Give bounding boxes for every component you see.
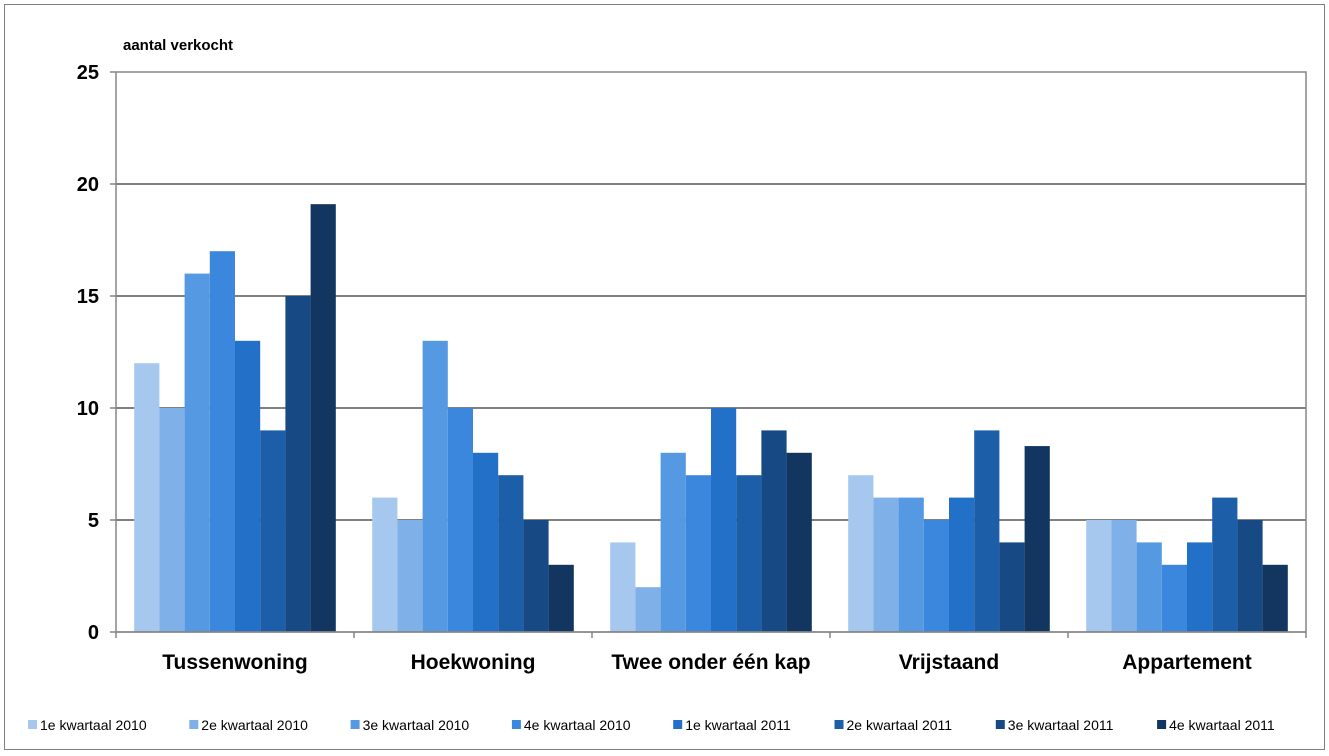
legend: 1e kwartaal 2010 2e kwartaal 2010 3e kwart… bbox=[28, 717, 1275, 733]
x-tick-label: Appartement bbox=[1122, 651, 1252, 674]
bar bbox=[134, 363, 160, 632]
bar bbox=[523, 520, 549, 632]
bar bbox=[736, 475, 762, 632]
bar bbox=[1237, 520, 1263, 632]
bar bbox=[1212, 497, 1238, 632]
legend-label: 4e kwartaal 2010 bbox=[524, 717, 631, 733]
bar bbox=[923, 520, 949, 632]
legend-swatch bbox=[28, 720, 37, 729]
bar bbox=[786, 452, 812, 632]
bar bbox=[209, 251, 235, 632]
bar bbox=[473, 452, 499, 632]
legend-label: 2e kwartaal 2011 bbox=[847, 717, 953, 733]
bar bbox=[1187, 542, 1213, 632]
bar bbox=[610, 542, 636, 632]
legend-label: 1e kwartaal 2010 bbox=[40, 717, 147, 733]
y-tick-label: 5 bbox=[88, 510, 99, 532]
x-tick-label: Hoekwoning bbox=[411, 651, 536, 674]
bar bbox=[1086, 520, 1112, 632]
axes bbox=[110, 71, 1307, 638]
bars bbox=[134, 204, 1288, 632]
legend-swatch bbox=[1157, 720, 1167, 729]
legend-swatch bbox=[350, 720, 360, 729]
y-tick-label: 0 bbox=[88, 622, 99, 644]
legend-swatch bbox=[189, 720, 199, 729]
bar bbox=[397, 520, 423, 632]
bar bbox=[949, 497, 975, 632]
y-tick-label: 15 bbox=[77, 286, 99, 308]
x-tick-label: Vrijstaand bbox=[899, 651, 999, 674]
y-tick-label: 10 bbox=[77, 398, 99, 420]
legend-label: 3e kwartaal 2011 bbox=[1008, 717, 1114, 733]
y-tick-label: 25 bbox=[77, 62, 99, 84]
bar bbox=[1024, 446, 1050, 632]
bar bbox=[184, 273, 210, 632]
bar bbox=[447, 408, 473, 632]
y-tick-labels: 0 5 10 15 20 25 bbox=[77, 62, 99, 644]
bar bbox=[1111, 520, 1137, 632]
legend-label: 4e kwartaal 2011 bbox=[1169, 717, 1275, 733]
bar bbox=[974, 430, 1000, 632]
bar bbox=[285, 296, 311, 632]
bar bbox=[898, 497, 924, 632]
bar bbox=[635, 587, 661, 632]
x-tick-labels: Tussenwoning Hoekwoning Twee onder één kap… bbox=[162, 651, 1251, 674]
bar bbox=[711, 408, 737, 632]
legend-swatch bbox=[511, 720, 521, 729]
bar bbox=[999, 542, 1025, 632]
legend-swatch bbox=[995, 720, 1005, 729]
legend-swatch bbox=[834, 720, 844, 729]
bar bbox=[761, 430, 787, 632]
legend-swatch bbox=[673, 720, 683, 729]
x-tick-label: Tussenwoning bbox=[162, 651, 307, 674]
legend-label: 3e kwartaal 2010 bbox=[363, 717, 470, 733]
y-axis-title: aantal verkocht bbox=[123, 37, 233, 54]
bar bbox=[1161, 564, 1187, 632]
bar bbox=[685, 475, 711, 632]
legend-label: 2e kwartaal 2010 bbox=[201, 717, 308, 733]
y-tick-label: 20 bbox=[77, 174, 99, 196]
bar bbox=[159, 408, 185, 632]
bar bbox=[422, 340, 448, 632]
bar bbox=[498, 475, 524, 632]
x-tick-label: Twee onder één kap bbox=[611, 651, 810, 674]
bar bbox=[260, 430, 286, 632]
legend-label: 1e kwartaal 2011 bbox=[685, 717, 791, 733]
bar bbox=[873, 497, 899, 632]
bar bbox=[235, 340, 261, 632]
bar bbox=[372, 497, 398, 632]
bar bbox=[848, 475, 874, 632]
bar bbox=[1136, 542, 1162, 632]
bar bbox=[660, 452, 686, 632]
bar bbox=[310, 204, 336, 632]
bar bbox=[548, 564, 574, 632]
bar bbox=[1262, 564, 1288, 632]
